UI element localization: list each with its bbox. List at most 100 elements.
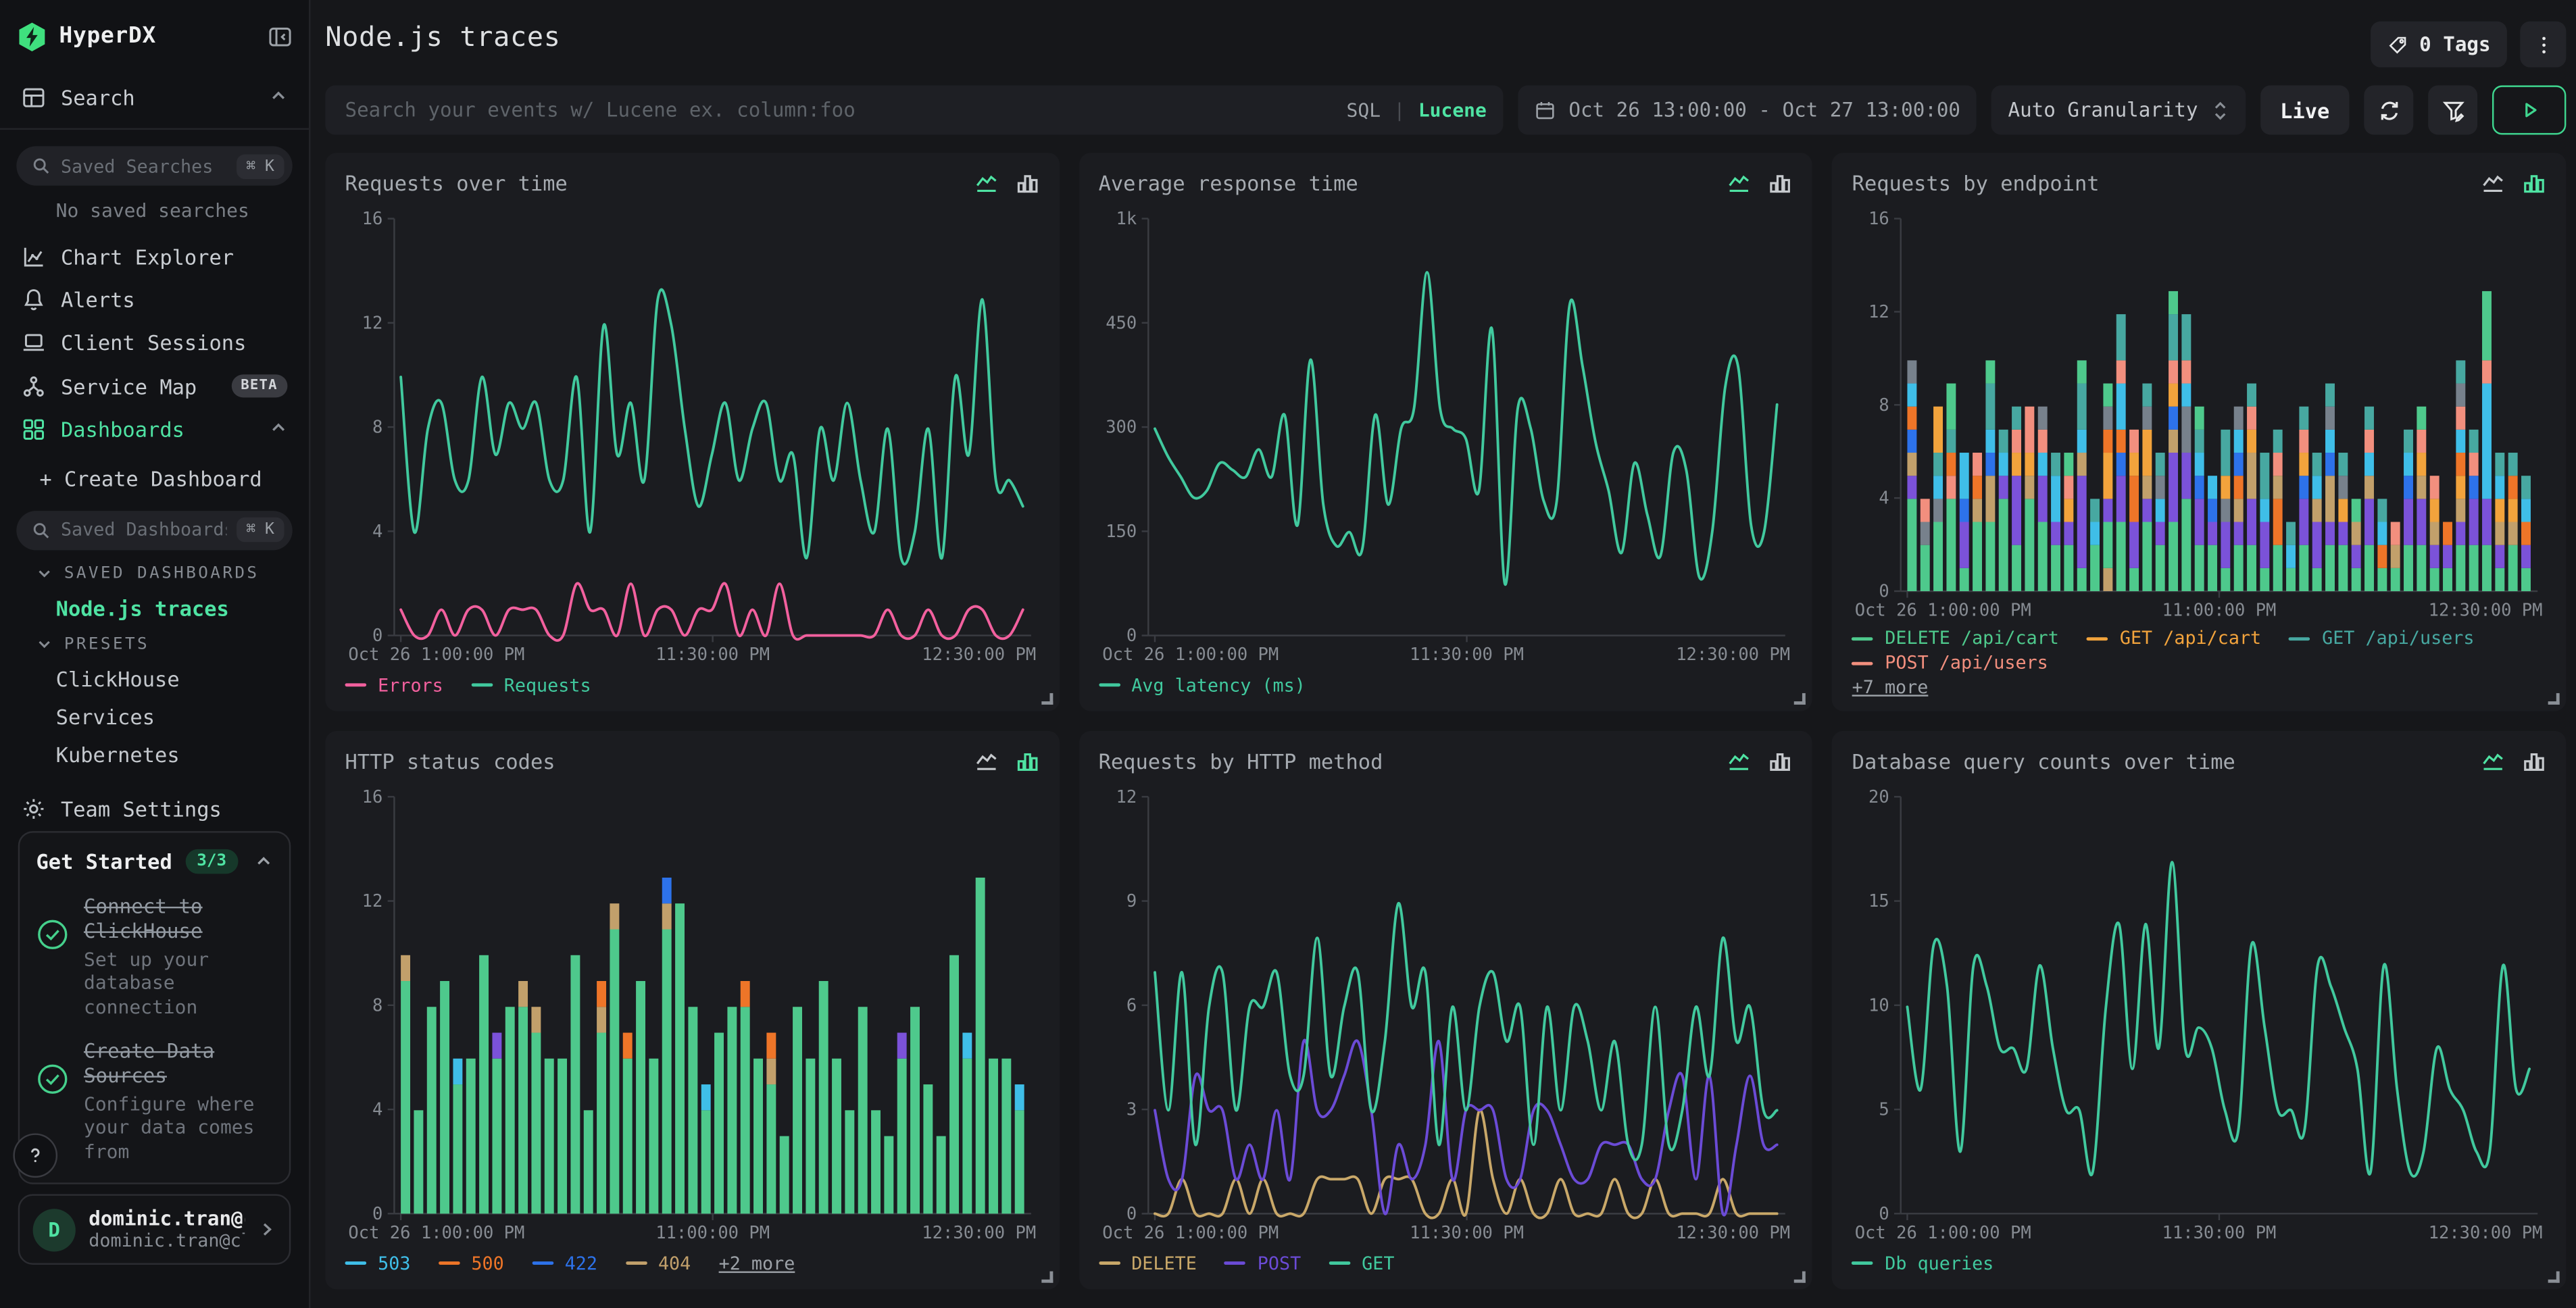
- legend-item[interactable]: 500: [439, 1253, 504, 1274]
- bar-chart-toggle-icon[interactable]: [2522, 748, 2546, 772]
- chevron-up-icon[interactable]: [255, 852, 273, 870]
- legend-label: POST /api/users: [1885, 652, 2048, 674]
- sidebar-item-client-sessions[interactable]: Client Sessions: [16, 322, 292, 365]
- legend-item[interactable]: GET /api/cart: [2087, 628, 2261, 649]
- line-chart-toggle-icon[interactable]: [1727, 748, 1752, 772]
- line-chart-toggle-icon[interactable]: [1727, 170, 1752, 195]
- lucene-toggle[interactable]: Lucene: [1418, 99, 1487, 122]
- live-button[interactable]: Live: [2260, 85, 2350, 134]
- legend-item[interactable]: Db queries: [1852, 1253, 1994, 1274]
- help-button[interactable]: [13, 1133, 57, 1178]
- dashboard-item-nodejs-traces[interactable]: Node.js traces: [56, 590, 293, 628]
- svg-text:300: 300: [1105, 418, 1136, 438]
- legend-swatch: [2289, 636, 2310, 640]
- legend-more-link[interactable]: +7 more: [1852, 677, 2547, 699]
- saved-searches-input[interactable]: Saved Searches ⌘ K: [16, 147, 292, 186]
- legend-label: 422: [565, 1253, 597, 1274]
- chart-card: Requests by endpoint0481216Oct 26 1:00:0…: [1832, 153, 2566, 711]
- legend-swatch: [471, 683, 493, 686]
- preset-item-clickhouse[interactable]: ClickHouse: [56, 661, 293, 699]
- resize-handle[interactable]: [1795, 693, 1806, 705]
- sidebar-item-search[interactable]: Search: [16, 76, 292, 119]
- legend-more-link[interactable]: +2 more: [719, 1253, 795, 1274]
- presets-section-toggle[interactable]: PRESETS: [36, 628, 292, 661]
- saved-searches-placeholder: Saved Searches: [61, 155, 226, 177]
- granularity-select[interactable]: Auto Granularity: [1991, 85, 2246, 134]
- legend-item[interactable]: POST /api/users: [1852, 652, 2048, 674]
- resize-handle[interactable]: [2548, 1272, 2560, 1283]
- sidebar-item-team-settings[interactable]: Team Settings: [16, 788, 292, 831]
- chart-plot: 01503004501kOct 26 1:00:00 PM11:30:00 PM…: [1099, 202, 1793, 672]
- sidebar-item-label: Team Settings: [61, 797, 222, 821]
- line-chart-toggle-icon[interactable]: [974, 748, 998, 772]
- legend-item[interactable]: Requests: [471, 674, 591, 696]
- legend-label: 503: [378, 1253, 410, 1274]
- date-range-value: Oct 26 13:00:00 - Oct 27 13:00:00: [1568, 99, 1960, 122]
- legend-item[interactable]: 503: [345, 1253, 411, 1274]
- get-started-task[interactable]: Create Data Sources Configure where your…: [36, 1040, 272, 1163]
- chart-explorer-icon: [22, 244, 46, 268]
- svg-text:12: 12: [362, 313, 383, 333]
- chart-card: Requests by HTTP method036912Oct 26 1:00…: [1079, 731, 1812, 1290]
- sidebar-item-dashboards[interactable]: Dashboards: [16, 408, 292, 451]
- date-range-picker[interactable]: Oct 26 13:00:00 - Oct 27 13:00:00: [1518, 85, 1977, 134]
- line-chart-toggle-icon[interactable]: [2481, 748, 2505, 772]
- chart-plot: 0481216Oct 26 1:00:00 PM11:00:00 PM12:30…: [1852, 202, 2547, 628]
- create-dashboard-button[interactable]: + Create Dashboard: [39, 461, 292, 498]
- line-chart-toggle-icon[interactable]: [2481, 170, 2505, 195]
- preset-item-services[interactable]: Services: [56, 699, 293, 736]
- page-title: Node.js traces: [325, 22, 560, 53]
- tags-button[interactable]: 0 Tags: [2370, 22, 2507, 68]
- legend-item[interactable]: DELETE /api/cart: [1852, 628, 2059, 649]
- sidebar-item-service-map[interactable]: Service Map BETA: [16, 365, 292, 408]
- bar-chart-toggle-icon[interactable]: [1768, 170, 1793, 195]
- more-options-button[interactable]: [2520, 22, 2566, 68]
- legend-item[interactable]: GET /api/users: [2289, 628, 2474, 649]
- legend-label: GET /api/users: [2322, 628, 2474, 649]
- sidebar-collapse-icon[interactable]: [268, 24, 292, 49]
- refresh-button[interactable]: [2364, 85, 2413, 134]
- legend-item[interactable]: Avg latency (ms): [1099, 674, 1306, 696]
- chevron-up-icon[interactable]: [270, 85, 288, 109]
- sql-toggle[interactable]: SQL: [1347, 99, 1381, 122]
- resize-handle[interactable]: [1041, 693, 1052, 705]
- preset-item-kubernetes[interactable]: Kubernetes: [56, 736, 293, 773]
- svg-text:16: 16: [1869, 209, 1890, 229]
- legend-swatch: [439, 1261, 460, 1265]
- saved-dashboards-input[interactable]: Saved Dashboards ⌘ K: [16, 511, 292, 550]
- user-account-button[interactable]: D dominic.tran@c… dominic.tran@cli…: [18, 1194, 291, 1265]
- bar-chart-toggle-icon[interactable]: [2522, 170, 2546, 195]
- legend-item[interactable]: Errors: [345, 674, 443, 696]
- search-icon: [31, 157, 51, 176]
- legend-label: Errors: [378, 674, 443, 696]
- refresh-icon: [2377, 98, 2401, 122]
- sidebar-item-chart-explorer[interactable]: Chart Explorer: [16, 235, 292, 278]
- legend-item[interactable]: DELETE: [1099, 1253, 1197, 1274]
- legend-item[interactable]: 404: [625, 1253, 691, 1274]
- chart-card: HTTP status codes0481216Oct 26 1:00:00 P…: [325, 731, 1059, 1290]
- sidebar-item-alerts[interactable]: Alerts: [16, 278, 292, 322]
- svg-text:Oct 26 1:00:00 PM: Oct 26 1:00:00 PM: [1101, 1223, 1278, 1243]
- resize-handle[interactable]: [2548, 693, 2560, 705]
- bar-chart-toggle-icon[interactable]: [1015, 170, 1039, 195]
- task-title: Create Data Sources: [84, 1040, 273, 1089]
- event-search-bar[interactable]: SQL | Lucene: [325, 85, 1503, 134]
- resize-handle[interactable]: [1795, 1272, 1806, 1283]
- bar-chart-toggle-icon[interactable]: [1015, 748, 1039, 772]
- legend-item[interactable]: 422: [532, 1253, 597, 1274]
- resize-handle[interactable]: [1041, 1272, 1052, 1283]
- legend-item[interactable]: POST: [1224, 1253, 1301, 1274]
- bell-icon: [22, 287, 46, 311]
- svg-text:11:30:00 PM: 11:30:00 PM: [655, 645, 770, 665]
- saved-dashboards-section-toggle[interactable]: SAVED DASHBOARDS: [36, 556, 292, 590]
- chevron-up-icon[interactable]: [270, 417, 288, 441]
- filter-button[interactable]: [2428, 85, 2477, 134]
- get-started-task[interactable]: Connect to ClickHouse Set up your databa…: [36, 895, 272, 1018]
- line-chart-toggle-icon[interactable]: [974, 170, 998, 195]
- event-search-input[interactable]: [342, 97, 1333, 123]
- legend-swatch: [1224, 1261, 1246, 1265]
- svg-text:8: 8: [372, 418, 382, 438]
- legend-item[interactable]: GET: [1329, 1253, 1395, 1274]
- run-query-button[interactable]: [2492, 85, 2566, 134]
- bar-chart-toggle-icon[interactable]: [1768, 748, 1793, 772]
